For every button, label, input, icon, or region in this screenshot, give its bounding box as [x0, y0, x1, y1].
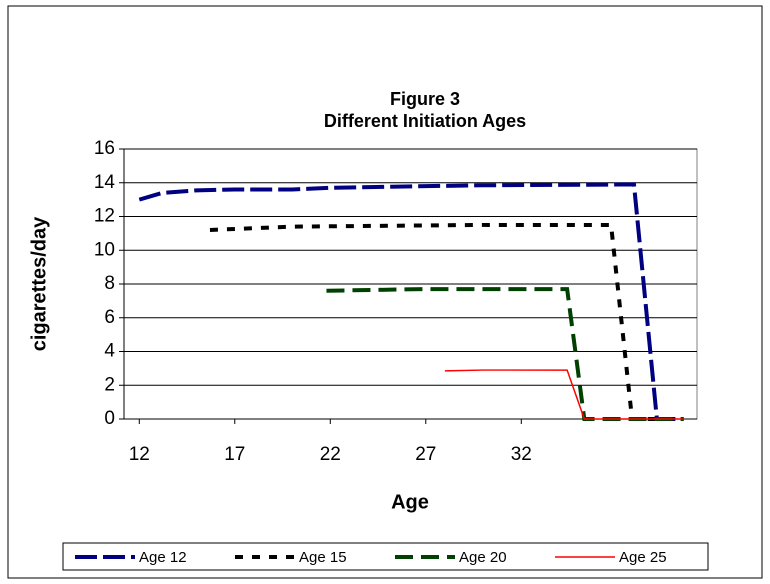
y-axis-title: cigarettes/day — [28, 216, 50, 351]
x-tick-label: 32 — [511, 444, 532, 465]
x-tick-label: 17 — [224, 444, 245, 465]
y-tick-label: 6 — [104, 307, 115, 328]
x-tick-label: 22 — [320, 444, 341, 465]
series-line — [138, 182, 684, 421]
y-tick-label: 0 — [104, 408, 115, 429]
y-tick-label: 14 — [94, 172, 116, 193]
series-line — [209, 222, 684, 421]
x-axis-title: Age — [391, 491, 429, 513]
legend-label: Age 25 — [619, 549, 667, 566]
y-tick-label: 4 — [104, 341, 115, 362]
chart-title: Figure 3 — [390, 89, 460, 109]
legend-label: Age 12 — [139, 549, 187, 566]
y-tick-label: 8 — [104, 273, 115, 294]
y-tick-label: 10 — [94, 239, 115, 260]
y-tick-label: 12 — [94, 206, 115, 227]
y-tick-label: 16 — [94, 138, 115, 159]
x-tick-label: 27 — [415, 444, 436, 465]
y-tick-label: 2 — [104, 374, 115, 395]
chart-subtitle: Different Initiation Ages — [324, 111, 526, 131]
legend-label: Age 20 — [459, 549, 507, 566]
legend-label: Age 15 — [299, 549, 347, 566]
series-line — [444, 369, 684, 420]
x-tick-label: 12 — [129, 444, 150, 465]
